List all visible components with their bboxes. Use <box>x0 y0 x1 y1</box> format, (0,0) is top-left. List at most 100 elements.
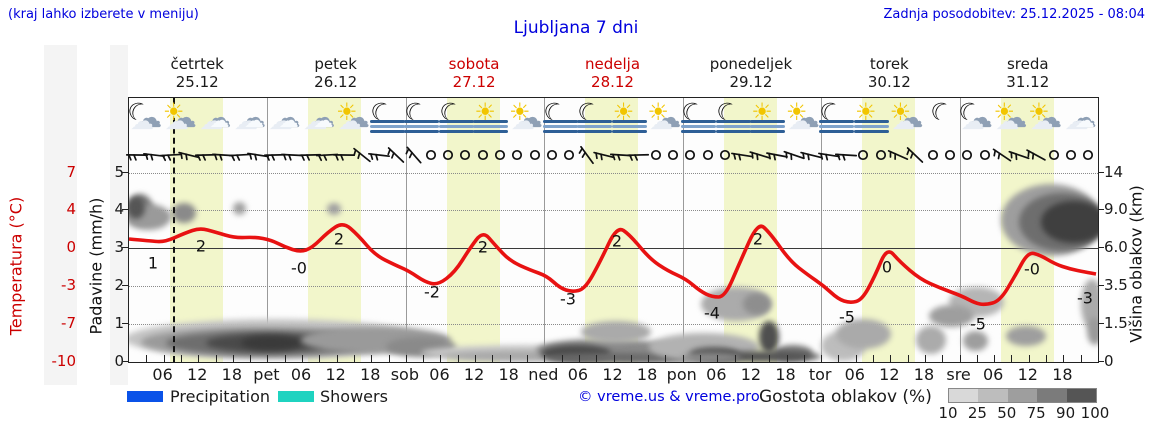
fog-lines <box>611 125 647 128</box>
x-minor-tick <box>319 355 321 362</box>
x-hour-label: 06 <box>152 365 173 384</box>
x-hour-label: 06 <box>429 365 450 384</box>
temperature-value-label: 2 <box>752 229 764 249</box>
x-minor-tick <box>613 355 615 362</box>
cloud-height-tick-label: 6.0 <box>1104 238 1128 257</box>
copyright-link[interactable]: © vreme.us & vreme.pro <box>578 389 760 405</box>
moon-fog-icon: ☾ <box>399 95 441 140</box>
x-minor-tick <box>786 355 788 362</box>
left-axis-tick <box>122 284 128 286</box>
day-header-row: četrtek 25.12 petek 26.12 sobota 27.12 nedelja… <box>0 0 1152 97</box>
fog-lines <box>577 130 613 133</box>
fog-lines <box>681 125 717 128</box>
x-hour-label: 18 <box>360 365 381 384</box>
colorbar-segment <box>1066 389 1096 402</box>
fog-lines <box>542 130 578 133</box>
sun-fog-icon: ☀ <box>611 100 649 140</box>
moon-cloud-icon: ☾ ☁ ☁ <box>952 94 993 135</box>
x-minor-tick <box>215 355 217 362</box>
moon-fog-icon: ☾ <box>815 95 856 140</box>
fog-lines <box>369 120 405 123</box>
fog-lines <box>715 125 751 128</box>
fog-lines <box>819 125 855 128</box>
x-minor-tick <box>924 355 926 362</box>
temperature-value-label: -2 <box>424 282 440 302</box>
cloud-density-blob <box>836 319 891 349</box>
cloud-height-tick-label: 14 <box>1104 162 1124 181</box>
sun-fog-icon: ☀ <box>472 100 510 140</box>
x-minor-tick <box>821 355 823 362</box>
fog-lines <box>438 120 474 123</box>
x-minor-tick <box>457 355 459 362</box>
moon-cloud-icon: ☾ ☁ ☁ <box>122 94 163 135</box>
x-hour-label: 18 <box>498 365 519 384</box>
x-minor-tick <box>267 355 269 362</box>
fog-lines <box>681 120 717 123</box>
moon-fog-icon: ☾ <box>434 95 476 140</box>
left-axis-tick <box>122 171 128 173</box>
sun-fog-icon: ☀ <box>853 100 891 140</box>
x-minor-tick <box>180 355 182 362</box>
x-minor-tick <box>526 355 528 362</box>
moon-fog-icon: ☾ <box>711 95 753 140</box>
temperature-value-label: -5 <box>839 307 855 327</box>
cloud-height-tick-label: 9.0 <box>1104 200 1128 219</box>
temperature-value-label: 2 <box>611 231 623 251</box>
right-axis-tick <box>1098 209 1104 211</box>
temperature-value-label: -0 <box>291 258 307 278</box>
temp-tick-label: -10 <box>51 351 77 370</box>
fog-lines <box>542 120 578 123</box>
x-minor-tick <box>492 355 494 362</box>
x-hour-label: 12 <box>187 365 208 384</box>
x-minor-tick <box>976 355 978 362</box>
sun-cloud-icon: ☀ ☁ ☁ <box>785 98 820 135</box>
fog-lines <box>854 120 890 123</box>
colorbar-stop-label: 25 <box>967 404 987 422</box>
day-header: sreda 31.12 <box>1006 55 1050 91</box>
x-hour-label: 06 <box>706 365 727 384</box>
colorbar-stop-label: 100 <box>1080 404 1110 422</box>
x-minor-tick <box>371 355 373 362</box>
gridline <box>129 285 1098 287</box>
right-axis-tick <box>1098 322 1104 324</box>
x-hour-label: 06 <box>290 365 312 384</box>
day-header: torek 30.12 <box>867 55 911 91</box>
fog-lines <box>750 125 786 128</box>
temp-tick-label: -7 <box>61 313 76 332</box>
sun-cloud-icon: ☀ ☁ ☁ <box>335 98 370 135</box>
x-minor-tick <box>855 355 857 362</box>
x-minor-tick <box>146 355 148 362</box>
x-minor-tick <box>596 355 598 362</box>
x-minor-tick <box>336 355 338 362</box>
temperature-value-label: 0 <box>881 257 893 277</box>
temperature-axis-title: Temperatura (°C) <box>6 196 26 336</box>
x-hour-label: 18 <box>1052 365 1073 384</box>
moon-fog-icon: ☾ <box>572 95 614 140</box>
x-minor-tick <box>1011 355 1013 362</box>
moon-fog-icon: ☾ <box>538 95 580 140</box>
calm-wind-icon <box>1077 144 1099 166</box>
fog-lines <box>611 130 647 133</box>
temperature-value-label: 2 <box>477 237 489 257</box>
x-minor-tick <box>1028 355 1030 362</box>
cloud-height-tick-label: 1.5 <box>1104 313 1128 332</box>
temperature-value-label: -0 <box>1024 259 1040 279</box>
cloud-density-colorbar <box>948 388 1097 403</box>
cloud-density-blob <box>743 293 771 315</box>
cloud-density-blob <box>681 353 741 362</box>
x-minor-tick <box>578 355 580 362</box>
right-axis-tick <box>1098 171 1104 173</box>
x-hour-label: 06 <box>982 365 1004 384</box>
left-margin-strip <box>44 45 77 385</box>
x-day-abbr-label: ned <box>528 365 559 384</box>
x-hour-label: 18 <box>636 365 658 384</box>
x-day-abbr-label: sre <box>946 365 971 384</box>
x-minor-tick <box>942 355 944 362</box>
showers-legend-swatch <box>278 391 314 402</box>
cloud-icon: ☁ ☁ ☁ <box>1064 101 1097 135</box>
gridline <box>129 210 1098 212</box>
fog-lines <box>854 125 890 128</box>
temperature-value-label: 2 <box>195 236 207 256</box>
cloud-icon: ☁ ☁ ☁ <box>234 101 267 135</box>
x-minor-tick <box>302 355 304 362</box>
